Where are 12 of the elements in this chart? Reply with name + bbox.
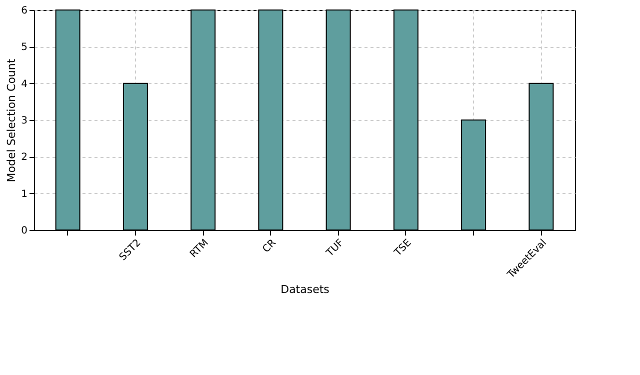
y-tick-label: 2	[21, 152, 28, 164]
x-tick-label: CR	[260, 237, 278, 256]
x-tick-label: TUF	[324, 237, 346, 260]
y-axis-title: Model Selection Count	[5, 58, 18, 182]
y-tick-label: 1	[21, 188, 28, 200]
y-tick-label: 0	[21, 226, 28, 236]
x-axis-title: Datasets	[280, 282, 330, 296]
x-tick-label: TSE	[392, 238, 414, 260]
y-tick-label: 3	[21, 116, 28, 126]
y-tick-label: 6	[21, 6, 28, 16]
y-tick-label: 5	[21, 42, 28, 54]
y-tick-label: 4	[21, 78, 28, 90]
